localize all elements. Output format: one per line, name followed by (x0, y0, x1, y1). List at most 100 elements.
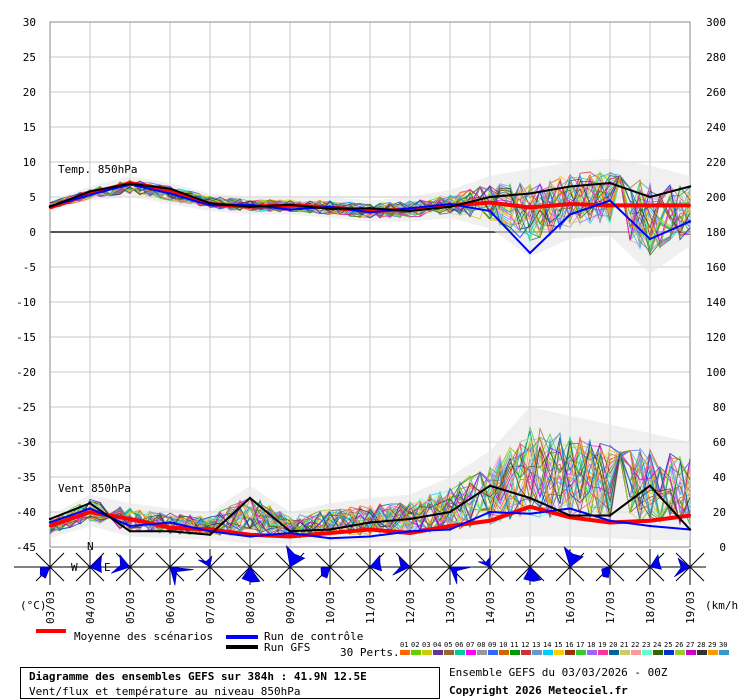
wind-rose-sector (241, 566, 261, 583)
series-point (568, 213, 572, 216)
series-point (568, 202, 572, 206)
series-point (608, 204, 612, 207)
x-date-label: 18/03 (644, 591, 657, 624)
series-point (488, 209, 492, 213)
wind-rose-sector (601, 566, 611, 579)
temp-series-title: Temp. 850hPa (58, 163, 137, 176)
right-tick-label: 0 (719, 541, 726, 554)
series-point (528, 251, 532, 255)
series-point (128, 530, 132, 533)
pert-swatch (554, 650, 564, 655)
series-point (288, 531, 292, 535)
legend-gfs-label: Run GFS (264, 641, 311, 654)
left-tick-label: -45 (16, 541, 36, 554)
series-point (88, 510, 92, 514)
series-point (408, 531, 412, 535)
series-point (328, 205, 332, 208)
series-point (688, 514, 692, 517)
series-point (168, 192, 172, 195)
pert-number: 13 (532, 641, 540, 649)
x-axis-dates: 03/03 04/03 05/03 06/03 07/03 08/03 09/03 10/03… (44, 591, 697, 624)
series-point (648, 484, 652, 487)
x-date-label: 07/03 (204, 591, 217, 624)
series-point (568, 514, 572, 517)
pert-number: 01 (400, 641, 408, 649)
series-point (288, 535, 292, 538)
pert-number: 29 (708, 641, 716, 649)
series-point (488, 519, 492, 522)
x-date-label: 16/03 (564, 591, 577, 624)
left-tick-label: 25 (23, 51, 36, 64)
pert-number: 04 (433, 641, 441, 649)
pert-number: 28 (697, 641, 705, 649)
series-point (688, 220, 692, 223)
left-tick-label: -40 (16, 506, 36, 519)
pert-number: 18 (587, 641, 595, 649)
x-date-label: 19/03 (684, 591, 697, 624)
series-point (328, 537, 332, 540)
series-point (648, 195, 652, 199)
wind-rose-sector (89, 555, 103, 574)
series-point (48, 205, 52, 208)
main-lines (48, 180, 692, 540)
x-date-label: 06/03 (164, 591, 177, 624)
pert-number: 19 (598, 641, 606, 649)
member-line (49, 175, 691, 241)
series-point (448, 524, 452, 528)
pert-swatch (587, 650, 597, 655)
pert-swatch (400, 650, 410, 655)
series-point (328, 207, 332, 211)
member-line (49, 450, 691, 539)
pert-number: 26 (675, 641, 683, 649)
wind-rose-sector (198, 555, 213, 568)
pert-number: 10 (499, 641, 507, 649)
right-tick-label: 200 (706, 191, 726, 204)
member-line (49, 175, 691, 241)
series-point (288, 203, 292, 206)
pert-number: 21 (620, 641, 628, 649)
member-line (49, 440, 691, 537)
series-point (48, 517, 52, 521)
series-point (648, 204, 652, 207)
pert-swatch (631, 650, 641, 655)
wind-series-title: Vent 850hPa (58, 482, 131, 495)
x-date-label: 10/03 (324, 591, 337, 624)
left-tick-label: 5 (29, 191, 36, 204)
wind-rose-sector (392, 555, 411, 576)
pert-number: 24 (653, 641, 661, 649)
series-point (128, 517, 132, 521)
right-tick-label: 240 (706, 121, 726, 134)
series-point (688, 185, 692, 188)
pert-swatch (422, 650, 432, 655)
legend-control-label: Run de contrôle (264, 630, 364, 643)
series-point (528, 512, 532, 515)
member-line (49, 433, 691, 537)
series-point (488, 484, 492, 487)
pert-number: 02 (411, 641, 419, 649)
right-tick-label: 140 (706, 296, 726, 309)
pert-number: 05 (444, 641, 452, 649)
pert-swatch (642, 650, 652, 655)
series-point (208, 202, 212, 205)
pert-number: 20 (609, 641, 617, 649)
wind-rose-sector (285, 544, 306, 568)
pert-number: 16 (565, 641, 573, 649)
wind-rose-sector (523, 566, 542, 582)
pert-number: 25 (664, 641, 672, 649)
pert-number: 23 (642, 641, 650, 649)
x-date-label: 04/03 (84, 591, 97, 624)
x-date-label: 03/03 (44, 591, 57, 624)
legend-perts-label: 30 Perts. (340, 646, 400, 659)
series-point (568, 516, 572, 519)
left-tick-label: 0 (29, 226, 36, 239)
x-date-label: 08/03 (244, 591, 257, 624)
pert-swatch (433, 650, 443, 655)
series-point (208, 530, 212, 533)
right-tick-label: 280 (706, 51, 726, 64)
series-point (448, 510, 452, 514)
right-tick-label: 40 (713, 471, 726, 484)
series-point (608, 181, 612, 185)
pert-number: 12 (521, 641, 529, 649)
pert-swatch (708, 650, 718, 655)
pert-number: 03 (422, 641, 430, 649)
